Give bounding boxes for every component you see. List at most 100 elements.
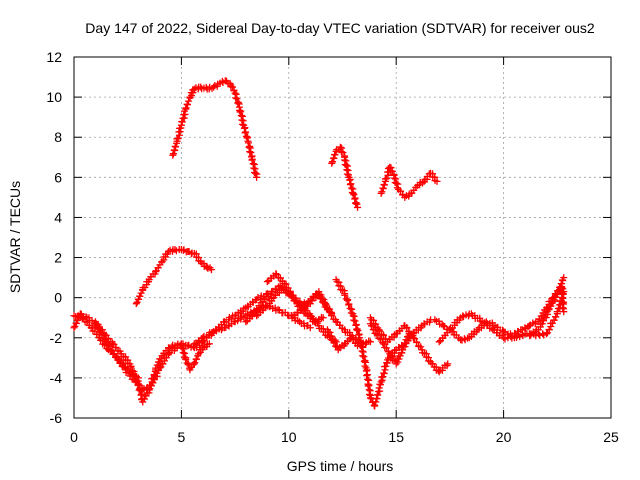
data-point [208,329,216,337]
data-point [382,362,390,370]
data-point [153,369,161,377]
x-tick-label: 25 [603,429,619,445]
data-point [560,274,568,282]
data-point [306,324,314,332]
data-point [366,338,374,346]
data-point [550,316,558,324]
data-point [507,333,515,341]
y-axis-ticks: -6 -4 -2 0 2 4 6 8 10 12 [46,49,611,426]
x-tick-label: 5 [178,429,186,445]
data-point [549,298,557,306]
data-point [165,350,173,358]
data-point [183,359,191,367]
data-point [352,321,360,329]
data-point [236,108,244,116]
data-point [393,179,401,187]
data-point [380,369,388,377]
data-point [390,174,398,182]
data-point [207,266,215,274]
data-point [378,188,386,196]
data-point [182,355,190,363]
data-point [336,143,344,151]
data-point [319,314,327,322]
data-point [70,324,78,332]
data-point [179,349,187,357]
data-point [359,352,367,360]
y-tick-label: 4 [54,209,62,225]
data-point [364,382,372,390]
data-point [379,373,387,381]
data-point [178,344,186,352]
data-point [341,291,349,299]
data-point [98,331,106,339]
data-point [365,390,373,398]
x-tick-label: 15 [388,429,404,445]
data-point [199,334,207,342]
data-point [353,326,361,334]
data-point [178,118,186,126]
x-tick-label: 10 [281,429,297,445]
data-point [351,195,359,203]
data-point [346,181,354,189]
data-point [379,184,387,192]
data-point [409,334,417,342]
y-axis-label: SDTVAR / TECUs [7,181,23,293]
data-point [149,379,157,387]
data-point [383,344,391,352]
data-point [543,330,551,338]
y-tick-label: -2 [50,330,63,346]
y-tick-label: 8 [54,129,62,145]
data-point [233,95,241,103]
y-tick-label: 2 [54,250,62,266]
data-point [184,342,192,350]
data-point [375,384,383,392]
y-tick-label: -4 [50,370,63,386]
data-point [152,268,160,276]
x-axis-ticks: 0 5 10 15 20 25 [70,57,619,445]
data-point [210,83,218,91]
data-point [253,312,261,320]
data-point [351,317,359,325]
data-point [352,199,360,207]
data-point [350,191,358,199]
y-tick-label: 10 [46,89,62,105]
data-point [132,300,140,308]
data-point [232,94,240,102]
y-tick-label: 12 [46,49,62,65]
data-point [156,364,164,372]
data-point [234,99,242,107]
data-point [545,325,553,333]
data-point [246,148,254,156]
data-point [134,374,142,382]
data-point [183,100,191,108]
data-point [252,169,260,177]
data-point [192,355,200,363]
data-point [552,290,560,298]
data-point [371,401,379,409]
data-point [229,83,237,91]
data-point [150,375,158,383]
data-point [363,372,371,380]
data-point [559,304,567,312]
data-point [544,329,552,337]
data-point [439,322,447,330]
data-point [298,306,306,314]
data-point [101,335,109,343]
data-point [120,363,128,371]
data-point [331,150,339,158]
data-point [388,167,396,175]
data-point [346,304,354,312]
data-point [354,203,362,211]
data-point [243,134,251,142]
y-tick-label: -6 [50,410,63,426]
data-point [345,301,353,309]
data-point [402,336,410,344]
data-point [380,181,388,189]
data-point [553,308,561,316]
x-tick-label: 0 [70,429,78,445]
chart-title: Day 147 of 2022, Sidereal Day-to-day VTE… [85,20,595,36]
data-point [169,150,177,158]
data-point [350,316,358,324]
data-point [552,313,560,321]
